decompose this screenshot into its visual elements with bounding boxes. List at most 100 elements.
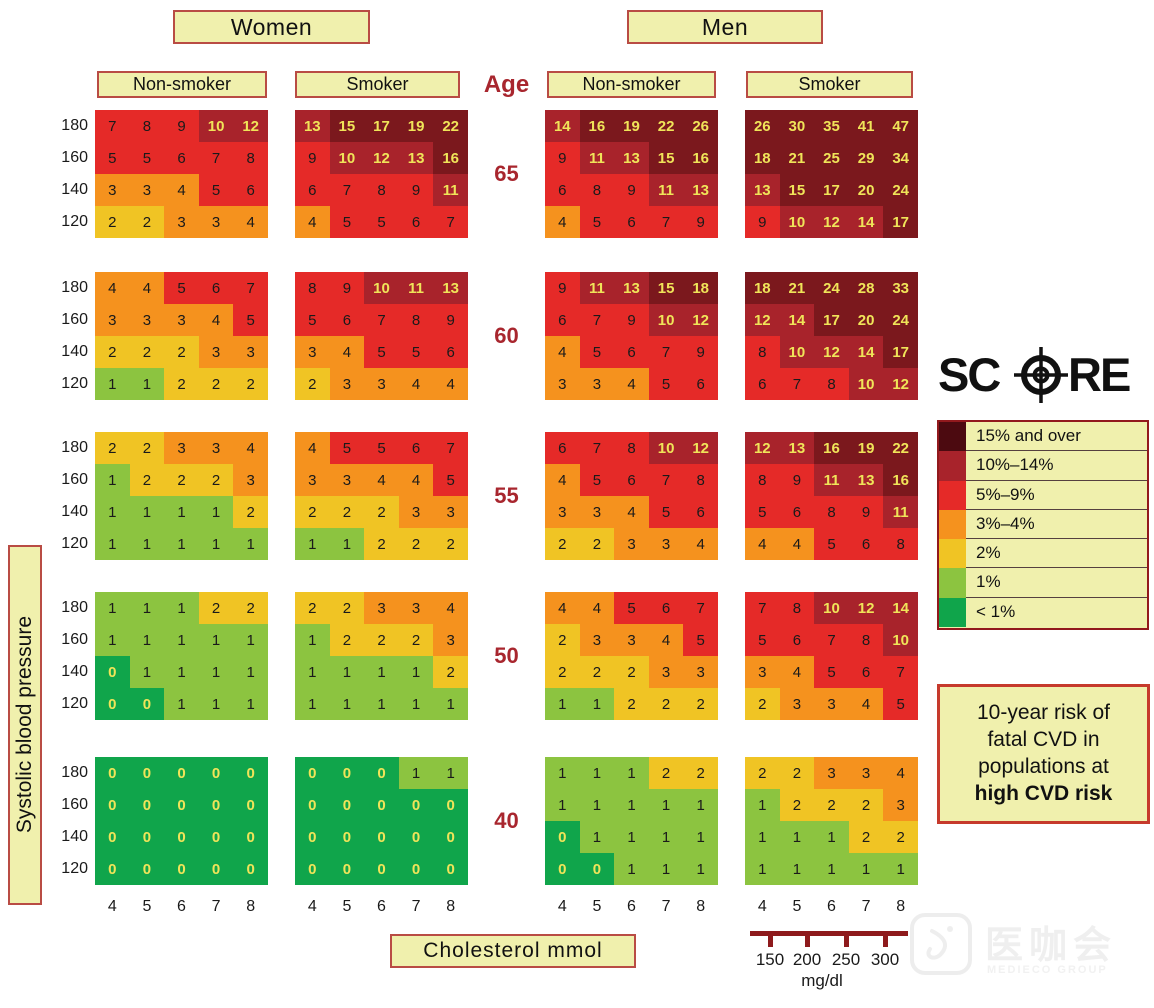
risk-cell: 13 bbox=[614, 272, 649, 304]
mgdl-tick bbox=[844, 931, 849, 947]
risk-cell: 0 bbox=[129, 688, 165, 720]
legend-label: 3%–4% bbox=[966, 510, 1147, 540]
risk-cell: 3 bbox=[745, 656, 780, 688]
risk-cell: 12 bbox=[883, 368, 918, 400]
risk-cell: 9 bbox=[295, 142, 330, 174]
age-label-60: 60 bbox=[494, 323, 519, 348]
risk-cell: 0 bbox=[364, 853, 399, 885]
risk-cell: 9 bbox=[614, 174, 649, 206]
risk-cell: 1 bbox=[745, 821, 780, 853]
risk-cell: 7 bbox=[648, 464, 684, 496]
risk-cell: 1 bbox=[648, 789, 684, 821]
risk-cell: 2 bbox=[433, 656, 468, 688]
risk-cell: 1 bbox=[545, 688, 580, 720]
chol-tick-women_nonsmoker-8: 8 bbox=[246, 898, 256, 915]
chol-tick-women_nonsmoker-7: 7 bbox=[211, 898, 221, 915]
women-nonsmoker-header: Non-smoker bbox=[97, 71, 267, 98]
sbp-tick-40-120: 120 bbox=[61, 860, 88, 877]
risk-cell: 2 bbox=[814, 789, 849, 821]
risk-cell: 1 bbox=[579, 757, 615, 789]
risk-cell: 2 bbox=[883, 821, 918, 853]
risk-cell: 0 bbox=[545, 821, 580, 853]
risk-cell: 4 bbox=[433, 368, 468, 400]
legend-swatch bbox=[939, 568, 966, 598]
risk-cell: 8 bbox=[814, 368, 849, 400]
risk-cell: 5 bbox=[398, 336, 434, 368]
risk-cell: 25 bbox=[814, 142, 849, 174]
risk-cell: 3 bbox=[95, 174, 130, 206]
risk-cell: 1 bbox=[95, 368, 130, 400]
risk-cell: 9 bbox=[745, 206, 780, 238]
risk-cell: 19 bbox=[398, 110, 434, 142]
risk-cell: 3 bbox=[164, 432, 199, 464]
risk-cell: 29 bbox=[848, 142, 884, 174]
risk-cell: 9 bbox=[164, 110, 199, 142]
legend-label: 10%–14% bbox=[966, 451, 1147, 481]
risk-cell: 3 bbox=[545, 368, 580, 400]
risk-cell: 17 bbox=[814, 304, 849, 336]
risk-cell: 1 bbox=[814, 821, 849, 853]
risk-cell: 3 bbox=[579, 496, 615, 528]
risk-cell: 16 bbox=[433, 142, 468, 174]
risk-cell: 1 bbox=[579, 821, 615, 853]
risk-cell: 1 bbox=[129, 656, 165, 688]
risk-cell: 10 bbox=[329, 142, 365, 174]
risk-cell: 4 bbox=[779, 528, 815, 560]
risk-cell: 11 bbox=[579, 272, 615, 304]
risk-cell: 4 bbox=[129, 272, 165, 304]
risk-cell: 7 bbox=[433, 206, 468, 238]
risk-cell: 1 bbox=[164, 496, 199, 528]
sbp-tick-40-160: 160 bbox=[61, 796, 88, 813]
risk-cell: 6 bbox=[848, 656, 884, 688]
risk-cell: 20 bbox=[848, 304, 884, 336]
risk-cell: 12 bbox=[233, 110, 268, 142]
risk-cell: 3 bbox=[579, 624, 615, 656]
risk-cell: 1 bbox=[198, 656, 234, 688]
risk-cell: 1 bbox=[129, 624, 165, 656]
risk-cell: 0 bbox=[364, 757, 399, 789]
risk-cell: 0 bbox=[295, 853, 330, 885]
mgdl-tick-label: 150 bbox=[755, 950, 785, 969]
risk-cell: 2 bbox=[295, 368, 330, 400]
risk-cell: 8 bbox=[295, 272, 330, 304]
risk-cell: 0 bbox=[95, 656, 130, 688]
risk-cell: 10 bbox=[364, 272, 399, 304]
risk-cell: 0 bbox=[398, 821, 434, 853]
risk-cell: 11 bbox=[579, 142, 615, 174]
risk-cell: 0 bbox=[164, 789, 199, 821]
risk-cell: 10 bbox=[198, 110, 234, 142]
risk-cell: 2 bbox=[579, 656, 615, 688]
risk-cell: 3 bbox=[129, 304, 165, 336]
risk-cell: 10 bbox=[779, 206, 815, 238]
sbp-tick-50-180: 180 bbox=[61, 599, 88, 616]
risk-cell: 5 bbox=[129, 142, 165, 174]
y-axis-label: Systolic blood pressure bbox=[13, 616, 36, 834]
chol-tick-men_nonsmoker-8: 8 bbox=[696, 898, 706, 915]
risk-cell: 2 bbox=[848, 821, 884, 853]
sbp-tick-60-140: 140 bbox=[61, 343, 88, 360]
risk-cell: 11 bbox=[648, 174, 684, 206]
risk-cell: 4 bbox=[233, 432, 268, 464]
risk-cell: 3 bbox=[848, 757, 884, 789]
risk-cell: 3 bbox=[614, 624, 649, 656]
risk-cell: 9 bbox=[329, 272, 365, 304]
risk-cell: 8 bbox=[579, 174, 615, 206]
risk-description-line: fatal CVD in bbox=[987, 728, 1100, 752]
legend-row: 15% and over bbox=[939, 422, 1147, 452]
risk-cell: 1 bbox=[745, 853, 780, 885]
risk-cell: 0 bbox=[164, 853, 199, 885]
risk-grid-men_smoker-65: 26 30 35 41 47 18 21 25 29 34 13 15 17 20 24 9 10 12 14 17 bbox=[745, 110, 918, 238]
risk-cell: 1 bbox=[398, 656, 434, 688]
risk-cell: 9 bbox=[779, 464, 815, 496]
risk-cell: 1 bbox=[614, 789, 649, 821]
risk-cell: 1 bbox=[198, 688, 234, 720]
risk-cell: 14 bbox=[883, 592, 918, 624]
risk-cell: 3 bbox=[648, 528, 684, 560]
risk-cell: 0 bbox=[198, 789, 234, 821]
mgdl-tick-label: 250 bbox=[831, 950, 861, 969]
risk-cell: 7 bbox=[579, 432, 615, 464]
risk-cell: 5 bbox=[614, 592, 649, 624]
